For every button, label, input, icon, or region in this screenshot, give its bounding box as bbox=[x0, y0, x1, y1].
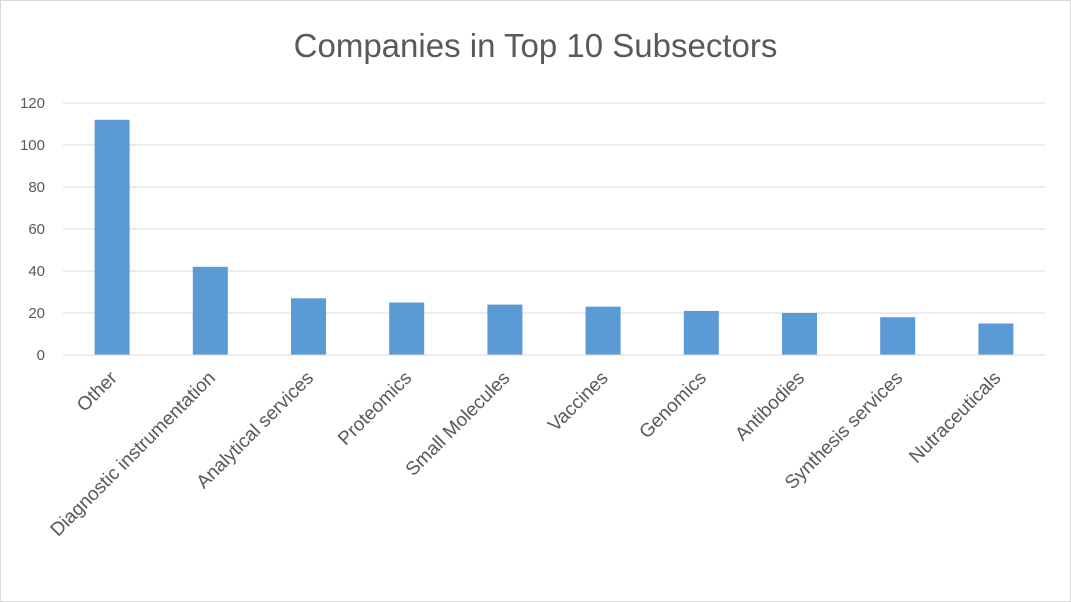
bar-analytical-services bbox=[291, 298, 326, 355]
y-tick-label: 0 bbox=[37, 347, 45, 364]
x-category-label: Other bbox=[73, 367, 122, 416]
y-tick-label: 20 bbox=[28, 305, 45, 322]
y-tick-label: 100 bbox=[20, 137, 45, 154]
chart-title: Companies in Top 10 Subsectors bbox=[293, 27, 778, 64]
y-tick-label: 40 bbox=[28, 263, 45, 280]
bar-small-molecules bbox=[487, 304, 523, 355]
y-tick-label: 80 bbox=[28, 179, 45, 196]
x-category-label: Diagnostic instrumentation bbox=[47, 368, 220, 541]
bar-vaccines bbox=[585, 306, 621, 355]
bar-other bbox=[94, 119, 130, 355]
x-category-label: Nutraceuticals bbox=[905, 368, 1005, 468]
bar-antibodies bbox=[782, 313, 817, 355]
x-category-label: Genomics bbox=[636, 368, 711, 443]
bar-genomics bbox=[683, 310, 719, 355]
bars bbox=[94, 119, 1014, 355]
x-category-label: Vaccines bbox=[544, 368, 612, 436]
x-category-label: Antibodies bbox=[731, 368, 809, 446]
y-tick-label: 120 bbox=[20, 95, 45, 112]
y-axis-tick-labels: 0 20 40 60 80 100 120 bbox=[20, 95, 45, 364]
bar-diagnostic-instrumentation bbox=[192, 266, 228, 355]
bar-proteomics bbox=[389, 302, 425, 355]
x-category-label: Small Molecules bbox=[402, 368, 515, 481]
y-tick-label: 60 bbox=[28, 221, 45, 238]
bar-synthesis-services bbox=[880, 317, 916, 355]
bar-nutraceuticals bbox=[978, 323, 1014, 355]
x-category-label: Proteomics bbox=[334, 368, 416, 450]
